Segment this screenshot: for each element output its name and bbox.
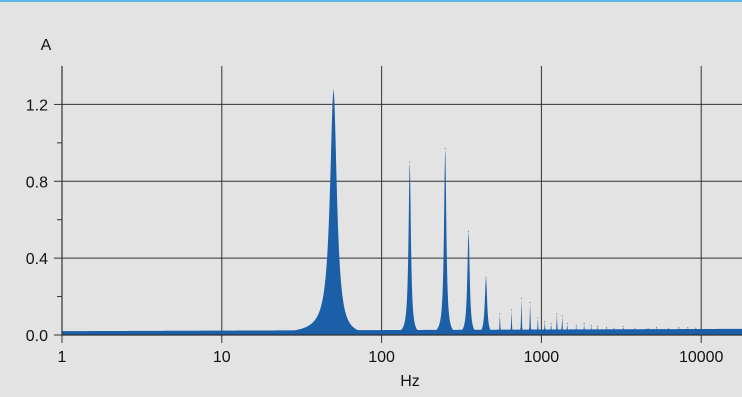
peak-point-7	[520, 297, 522, 299]
peak-point-21	[622, 325, 624, 327]
peak-point-11	[550, 322, 552, 324]
peak-point-28	[695, 327, 697, 329]
peak-point-4	[485, 276, 487, 278]
peak-point-27	[687, 326, 689, 328]
peak-point-12	[556, 313, 558, 315]
peak-point-22	[634, 327, 636, 329]
x-axis-title: Hz	[400, 373, 420, 390]
peak-point-5	[499, 313, 501, 315]
spectrum-fill	[62, 91, 742, 335]
peak-point-25	[668, 327, 670, 329]
peak-point-17	[590, 324, 592, 326]
x-tick-label: 1000	[524, 349, 560, 366]
peak-point-6	[511, 309, 513, 311]
peak-point-23	[647, 327, 649, 329]
y-tick-label: 0.8	[26, 174, 48, 191]
peak-point-26	[678, 326, 680, 328]
tick-marks	[54, 103, 702, 343]
peak-point-18	[597, 325, 599, 327]
y-tick-label: 1.2	[26, 97, 48, 114]
x-tick-label: 10	[213, 349, 231, 366]
peak-point-15	[575, 324, 577, 326]
y-tick-label: 0.4	[26, 251, 48, 268]
peak-point-0	[332, 90, 334, 92]
peak-point-3	[468, 230, 470, 232]
peak-point-19	[605, 326, 607, 328]
peak-point-24	[655, 326, 657, 328]
peak-point-1	[409, 161, 411, 163]
x-tick-label: 10000	[679, 349, 724, 366]
peak-point-2	[444, 148, 446, 150]
peak-point-10	[544, 321, 546, 323]
peak-point-8	[529, 301, 531, 303]
spectrum-area	[62, 90, 742, 335]
x-tick-label: 100	[368, 349, 395, 366]
tick-labels: 0.0 0.4 0.8 1.2 1 10 100 1000 10000	[26, 97, 724, 366]
peak-point-13	[561, 315, 563, 317]
peak-point-9	[537, 317, 539, 319]
y-axis-title: A	[41, 37, 52, 54]
y-tick-label: 0.0	[26, 328, 48, 345]
peak-point-20	[613, 327, 615, 329]
peak-point-16	[583, 322, 585, 324]
x-tick-label: 1	[58, 349, 67, 366]
axes	[61, 66, 742, 336]
peak-point-14	[566, 322, 568, 324]
top-rule	[0, 0, 742, 2]
grid-lines	[62, 66, 742, 335]
